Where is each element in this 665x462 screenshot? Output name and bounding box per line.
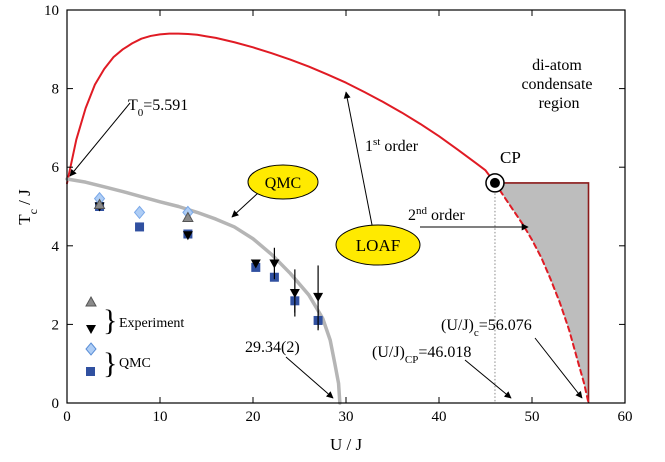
u-qmc-arrow [285,356,334,399]
legend: } Experiment } QMC [85,295,184,380]
legend-qmc-square [86,367,95,376]
legend-experiment-brace: } [103,304,117,337]
legend-qmc-label: QMC [119,356,151,371]
lo-af-second-order-line [493,181,590,404]
legend-experiment-label: Experiment [119,316,184,331]
marker-layer [93,191,324,331]
x-axis-label: U / J [330,435,363,454]
x-tick-label: 30 [339,409,354,425]
uc-annotation: (U/J)c=56.076 [441,317,532,339]
critical-point-dot [489,177,500,188]
ucp-annotation: (U/J)CP=46.018 [372,344,471,366]
experiment-down-triangle [269,259,280,269]
x-tick-label: 60 [618,409,633,425]
di-atom-condensate-region [494,182,589,403]
experiment-up-triangle [93,198,106,210]
loaf-bubble-label: LOAF [356,236,400,255]
y-tick-label: 4 [52,239,60,255]
legend-experiment-up-triangle [85,295,97,307]
qmc-square-point [135,222,145,232]
x-tick-label: 50 [525,409,540,425]
x-tick-label: 10 [153,409,168,425]
cp-label: CP [500,148,521,167]
region-label: di-atom condensate region [521,57,596,112]
x-tick-label: 0 [63,409,71,425]
uc-arrow [534,337,583,399]
t0-annotation: T0=5.591 [128,97,188,119]
lo-af-first-order-line [66,32,496,185]
y-tick-label: 10 [44,3,59,19]
x-tick-label: 40 [432,409,447,425]
tick-layer: 0 10 20 30 40 50 60 0 2 4 6 8 10 [44,3,633,425]
series-layer [65,32,590,405]
qmc-bubble [247,164,319,200]
t0-arrow [69,102,131,177]
loaf-bubble [335,224,421,266]
y-axis-label: Tc / J [15,189,40,225]
legend-qmc-brace: } [103,347,117,380]
experiment-down-triangle [313,292,324,302]
y-tick-label: 0 [52,396,60,412]
first-order-annotation: 1st order [365,136,419,155]
second-order-annotation: 2nd order [408,205,465,224]
experiment-down-triangle [250,259,261,269]
legend-qmc-diamond [85,342,97,356]
y-tick-label: 8 [52,82,60,98]
qmc-bubble-arrow [231,192,259,218]
u-qmc-annotation: 29.34(2) [245,339,300,356]
experiment-up-triangle [182,211,194,223]
first-order-arrow [343,91,374,231]
experiment-down-triangle [289,288,300,298]
legend-experiment-down-triangle [86,325,96,334]
qmc-bubble-label: QMC [265,175,301,192]
y-tick-label: 6 [52,160,60,176]
x-tick-label: 20 [246,409,261,425]
y-tick-label: 2 [52,317,60,333]
qmc-line [65,177,342,405]
experiment-down-triangle [182,231,193,241]
ucp-arrow [464,359,512,399]
region-boundary-line [494,182,590,403]
qmc-diamond-point [133,205,146,220]
